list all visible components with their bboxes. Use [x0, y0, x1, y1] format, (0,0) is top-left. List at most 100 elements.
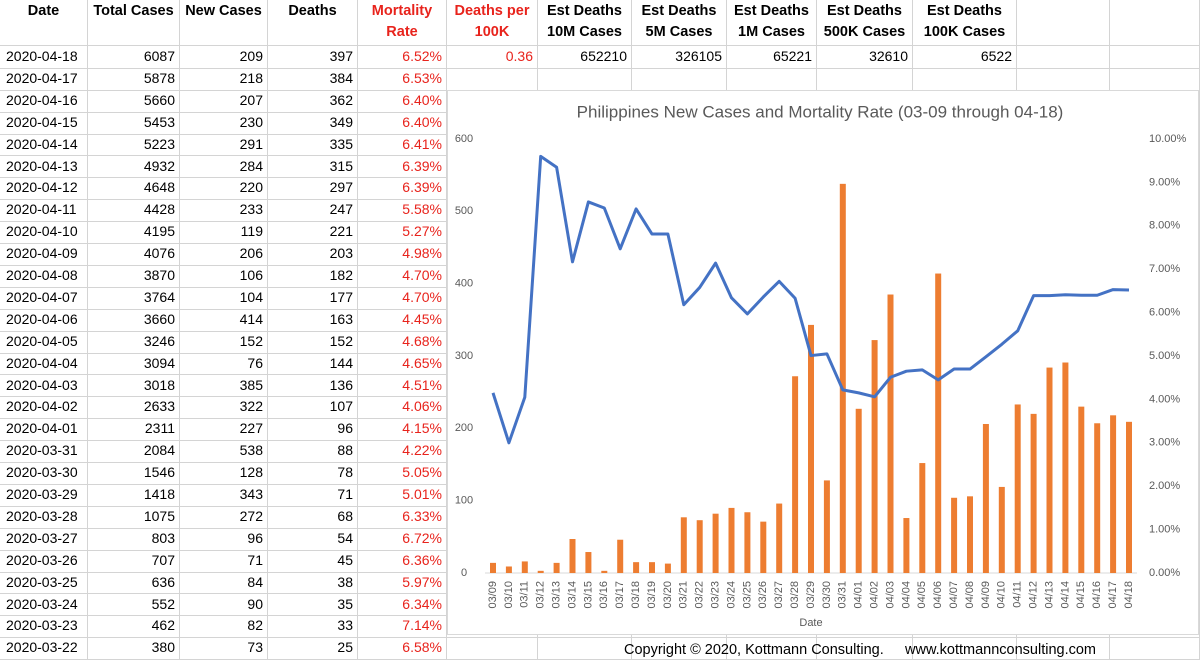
table-cell: 2084: [88, 440, 180, 464]
table-cell: 71: [268, 484, 358, 507]
y-tick-label: 0: [461, 567, 467, 579]
bar: [569, 539, 576, 573]
table-cell: 297: [268, 177, 358, 201]
bar: [998, 486, 1005, 573]
table-cell: 4195: [88, 221, 180, 245]
table-cell: 2020-04-13: [0, 155, 88, 179]
y-tick-label: 200: [455, 422, 473, 434]
x-tick-label: 03/23: [710, 581, 722, 609]
table-cell: 362: [268, 89, 358, 113]
table-cell: 152: [268, 330, 358, 354]
table-cell: 96: [268, 418, 358, 442]
x-tick-label: 03/29: [805, 581, 817, 609]
x-tick-label: 03/11: [519, 581, 531, 608]
x-axis-title: Date: [799, 617, 822, 629]
chart-area: [447, 90, 1199, 635]
x-tick-label: 04/10: [996, 581, 1008, 609]
table-cell: 4.45%: [358, 308, 447, 332]
table-cell: 2633: [88, 396, 180, 420]
x-tick-label: 03/17: [614, 581, 626, 609]
table-cell: 291: [180, 133, 268, 157]
bar: [601, 570, 608, 573]
header-text: Deaths per: [454, 3, 530, 19]
empty-cell: [1017, 46, 1110, 69]
header-text: 10M Cases: [547, 24, 622, 40]
x-tick-label: 04/11: [1012, 581, 1024, 608]
table-cell: 3764: [88, 286, 180, 310]
table-cell: 177: [268, 286, 358, 310]
table-cell: 5.05%: [358, 462, 447, 485]
table-cell: 88: [268, 440, 358, 464]
table-cell: 45: [268, 549, 358, 573]
y-tick-label: 500: [455, 205, 473, 217]
table-cell: 68: [268, 505, 358, 529]
y-tick-label: 100: [455, 495, 473, 507]
bar: [776, 503, 783, 573]
table-cell: 2020-03-23: [0, 615, 88, 639]
table-cell: 2020-03-28: [0, 505, 88, 529]
table-cell: 5.01%: [358, 484, 447, 507]
table-cell: 2020-04-15: [0, 111, 88, 135]
y2-tick-label: 4.00%: [1149, 393, 1180, 405]
table-cell: 6.34%: [358, 593, 447, 617]
x-tick-label: 03/16: [598, 581, 610, 609]
table-cell: 209: [180, 46, 268, 69]
bar: [553, 562, 560, 573]
header-text: Est Deaths: [547, 3, 622, 19]
table-cell: 96: [180, 527, 268, 551]
table-cell: 5223: [88, 133, 180, 157]
x-tick-label: 04/07: [948, 581, 960, 609]
table-cell: 2020-04-03: [0, 374, 88, 398]
header-cell: Deaths per 100K: [447, 0, 538, 46]
table-cell: 349: [268, 111, 358, 135]
x-tick-label: 04/18: [1123, 581, 1135, 609]
table-cell: 4932: [88, 155, 180, 179]
bar: [696, 520, 703, 573]
bar: [633, 562, 640, 573]
x-tick-label: 03/15: [582, 581, 594, 609]
header-text: 1M Cases: [738, 24, 805, 40]
bar: [728, 507, 735, 573]
bar: [1126, 421, 1132, 573]
y2-tick-label: 10.00%: [1149, 133, 1187, 145]
table-cell: 6087: [88, 46, 180, 69]
x-tick-label: 04/16: [1091, 581, 1103, 609]
table-cell: 2020-03-25: [0, 571, 88, 595]
table-cell: 4.70%: [358, 265, 447, 288]
y2-tick-label: 3.00%: [1149, 437, 1180, 449]
x-tick-label: 04/15: [1075, 581, 1087, 609]
x-tick-label: 04/02: [869, 581, 881, 609]
table-cell: 4.15%: [358, 418, 447, 442]
header-cell: Est Deaths 500K Cases: [817, 0, 913, 46]
x-tick-label: 03/18: [630, 581, 642, 609]
table-cell: 218: [180, 67, 268, 91]
x-tick-label: 04/05: [916, 581, 928, 609]
table-cell: 206: [180, 243, 268, 266]
table-cell: 2020-04-06: [0, 308, 88, 332]
table-cell: 335: [268, 133, 358, 157]
header-text: Date: [27, 3, 60, 19]
table-cell: 71: [180, 549, 268, 573]
table-cell: 4.65%: [358, 352, 447, 376]
x-tick-label: 03/10: [503, 581, 515, 609]
header-cell: New Cases: [180, 0, 268, 46]
table-cell: 5.97%: [358, 571, 447, 595]
bar: [982, 423, 989, 573]
table-cell: 4.70%: [358, 286, 447, 310]
header-text: Rate: [386, 24, 418, 40]
table-cell: 322: [180, 396, 268, 420]
x-tick-label: 03/09: [487, 581, 499, 609]
table-cell: 227: [180, 418, 268, 442]
bar: [808, 324, 814, 573]
y2-tick-label: 0.00%: [1149, 567, 1180, 579]
table-cell: 2020-04-08: [0, 265, 88, 288]
table-cell: 78: [268, 462, 358, 485]
table-cell: 397: [268, 46, 358, 69]
bar: [871, 340, 878, 573]
table-cell: 1075: [88, 505, 180, 529]
footer-copyright: Copyright © 2020, Kottmann Consulting.: [624, 642, 884, 658]
x-tick-label: 03/24: [725, 581, 737, 609]
table-cell: 2020-03-26: [0, 549, 88, 573]
table-cell: 5.27%: [358, 221, 447, 245]
